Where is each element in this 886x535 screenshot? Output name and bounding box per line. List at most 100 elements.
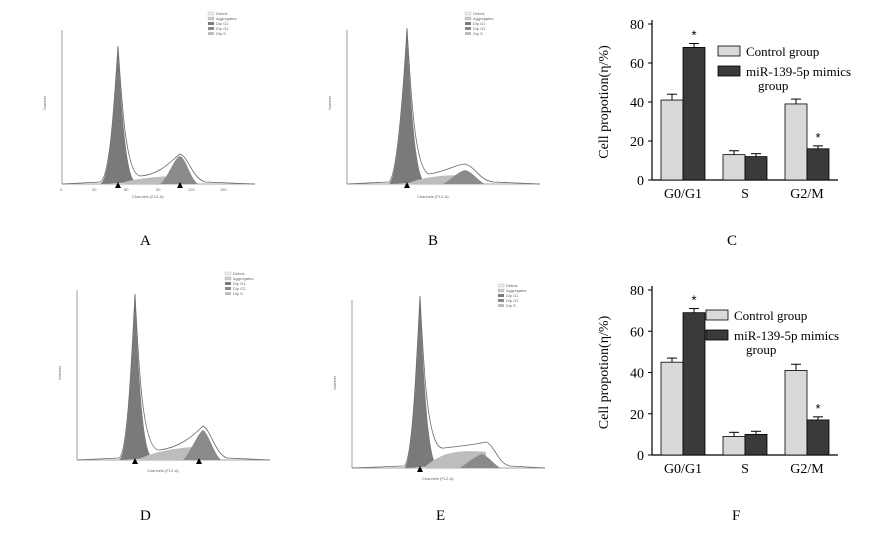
svg-text:Debris: Debris [216,11,228,16]
histogram-d-ylabel: Number [57,365,62,380]
chart-f-category-1: S [741,462,749,477]
panel-label-e: E [436,508,446,524]
histogram-d-marker-2 [196,458,202,464]
svg-text:Dip S: Dip S [216,31,226,36]
histogram-b-marker-1 [404,182,410,188]
histogram-a-xticks: 0 30 60 90 120 150 [60,187,227,192]
histogram-a-legend: Debris Aggregates Dip G1 Dip G2 Dip S [207,11,236,36]
histogram-d-marker-1 [132,458,138,464]
chart-f-sig-2: * [815,401,820,416]
chart-c-bar-1-1 [744,156,768,181]
svg-text:Dip S: Dip S [473,31,483,36]
chart-f-bar-2-1 [806,419,830,456]
histogram-a-plot: Number Channels (FL2-A) 0 30 60 90 120 1… [42,11,256,199]
chart-f-ytick-label-20: 20 [630,408,644,423]
svg-text:60: 60 [124,187,129,192]
chart-c-ytick-label-60: 60 [630,57,644,72]
histogram-d-g1-peak [119,298,153,460]
svg-text:150: 150 [220,187,227,192]
svg-text:Dip G1: Dip G1 [233,281,246,286]
histogram-a-outline [61,45,256,185]
histogram-e-legend: Debris Aggregates Dip G1 Dip G2 Dip S [497,283,526,308]
svg-text:Aggregates: Aggregates [506,288,526,293]
svg-text:Dip G1: Dip G1 [506,293,519,298]
chart-f-ytick-label-60: 60 [630,325,644,340]
chart-c-ylabel: Cell propotion(η/%) [597,45,612,159]
chart-f-sig-0: * [691,293,696,308]
chart-f-legend-label-0: Control group [734,308,807,323]
chart-c-category-2: G2/M [790,187,824,202]
chart-c-sig-0: * [691,28,696,43]
panel-label-d: D [140,508,151,524]
svg-text:Dip G1: Dip G1 [216,21,229,26]
chart-c-ytick-label-20: 20 [630,135,644,150]
bar-chart-c: 0 20 40 60 80 Cell propotion(η/%) * G0/G1 S * G2/M… [597,18,851,202]
chart-c-bar-0-0 [660,99,684,181]
svg-text:Aggregates: Aggregates [216,16,236,21]
chart-f-bar-1-0 [722,436,746,456]
histogram-a: Number Channels (FL2-A) 0 30 60 90 120 1… [42,11,256,199]
bar-chart-f: 0 20 40 60 80 Cell propotion(η/%) * G0/G1 S * G2/M… [597,284,839,477]
svg-text:Debris: Debris [506,283,518,288]
svg-text:Dip G2: Dip G2 [473,26,486,31]
chart-f-ytick-label-40: 40 [630,367,644,382]
histogram-b-xlabel: Channels (FL2-A) [417,194,449,199]
histogram-b: Number Channels (FL2-A) Debris Aggregate… [327,11,541,199]
chart-c-ytick-label-40: 40 [630,96,644,111]
chart-f-bar-2-0 [784,370,808,456]
panel-label-c: C [727,233,738,249]
panel-label-a: A [140,233,151,249]
histogram-b-g2-peak [443,170,485,184]
chart-c-bar-2-1 [806,148,830,181]
chart-f-ytick-label-0: 0 [637,449,644,464]
histogram-d-g2-peak [183,430,221,460]
chart-f-legend-swatch-1 [705,329,729,341]
chart-c-legend-label-0: Control group [746,44,819,59]
svg-text:Debris: Debris [473,11,485,16]
chart-f-category-0: G0/G1 [664,462,702,477]
histogram-a-g2-peak [160,156,198,184]
histogram-e: Number Channels (FL2-A) Debris Aggregate… [332,283,546,481]
histogram-e-ylabel: Number [332,375,337,390]
chart-c-sig-2: * [815,130,820,145]
chart-c-legend-label-1: miR-139-5p mimics [746,64,851,79]
panel-label-f: F [732,508,741,524]
histogram-a-xlabel: Channels (FL2-A) [132,194,164,199]
histogram-e-plot: Number Channels (FL2-A) Debris Aggregate… [332,283,546,481]
histogram-b-outline [346,27,541,185]
histogram-a-marker-1 [115,182,121,188]
svg-text:Debris: Debris [233,271,245,276]
histogram-b-ylabel: Number [327,95,332,110]
svg-text:Dip G2: Dip G2 [216,26,229,31]
svg-text:Dip S: Dip S [233,291,243,296]
svg-text:Aggregates: Aggregates [233,276,253,281]
histogram-e-outline [351,295,546,469]
chart-f-legend-swatch-0 [705,309,729,321]
chart-c-ytick-label-80: 80 [630,18,644,33]
chart-f-bar-0-1 [682,312,706,456]
svg-text:0: 0 [60,187,63,192]
svg-text:Dip G1: Dip G1 [473,21,486,26]
histogram-b-legend: Debris Aggregates Dip G1 Dip G2 Dip S [464,11,493,36]
histogram-e-g2-peak [460,454,500,468]
chart-c-ytick-label-0: 0 [637,174,644,189]
panel-label-b: B [428,233,439,249]
svg-text:Aggregates: Aggregates [473,16,493,21]
histogram-e-marker-1 [417,466,423,472]
chart-c-category-1: S [741,187,749,202]
chart-f-ylabel: Cell propotion(η/%) [597,315,612,429]
histogram-b-plot: Number Channels (FL2-A) Debris Aggregate… [327,11,541,199]
histogram-a-ylabel: Number [42,95,47,110]
histogram-a-marker-2 [177,182,183,188]
histogram-d-outline [76,293,271,461]
chart-c-legend-swatch-1 [717,65,741,77]
svg-text:90: 90 [156,187,161,192]
chart-f-legend-label-1-cont: group [746,342,776,357]
chart-f-category-2: G2/M [790,462,824,477]
chart-c-legend-label-1-cont: group [758,78,788,93]
chart-f-legend-label-1: miR-139-5p mimics [734,328,839,343]
histogram-d: Number Channels (FL2-A) Debris Aggregate… [57,271,271,473]
svg-text:120: 120 [188,187,195,192]
histogram-d-plot: Number Channels (FL2-A) Debris Aggregate… [57,271,271,473]
histogram-e-g1-peak [404,300,438,468]
